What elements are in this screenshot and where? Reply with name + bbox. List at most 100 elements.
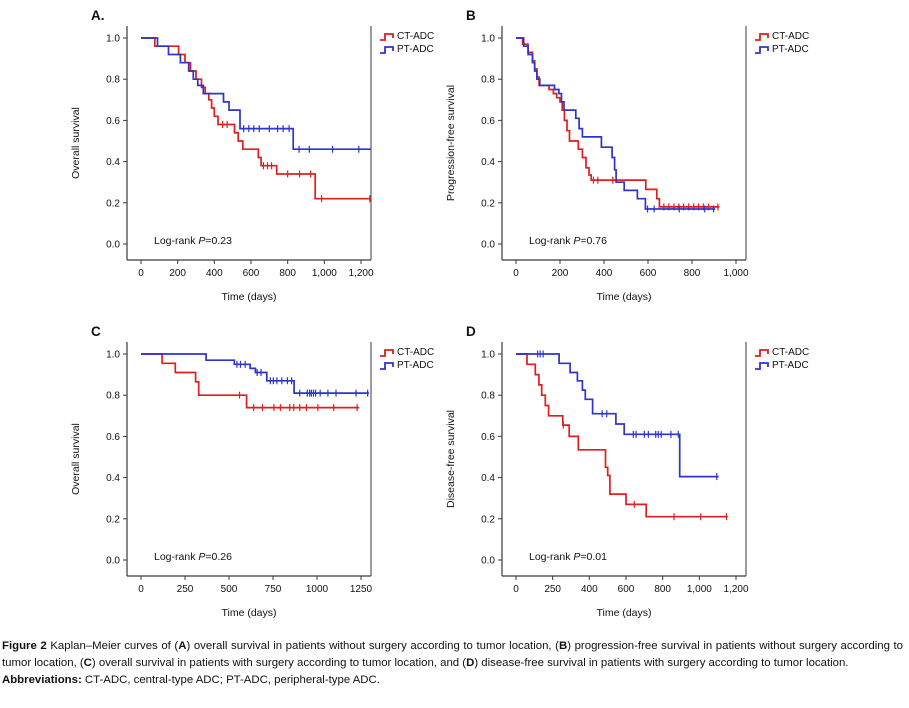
x-tick-label: 600	[618, 584, 635, 595]
ct-adc-legend-glyph	[755, 33, 769, 41]
y-tick-label: 1.0	[481, 350, 495, 361]
x-tick-label: 500	[221, 584, 238, 595]
y-tick-label: 0.8	[106, 391, 120, 402]
x-tick-label: 400	[581, 584, 598, 595]
logrank-annotation: Log-rank P=0.23	[154, 235, 232, 247]
y-tick-label: 0.6	[481, 116, 495, 127]
caption-segment: Kaplan–Meier curves of (	[50, 640, 179, 652]
x-tick-label: 1,000	[723, 268, 748, 279]
x-tick-label: 1250	[350, 584, 373, 595]
ct-adc-curve	[141, 353, 360, 409]
panel-A-chart: A. 0.0 0.2 0.4 0.6 0.8 1.0 0 200 400 600 800 1,000 1,…	[70, 8, 434, 303]
x-tick-label: 0	[138, 584, 144, 595]
x-tick-label: 0	[513, 268, 519, 279]
y-axis-label: Overall survival	[70, 423, 82, 495]
caption-segment: ) disease-free survival in patients with…	[474, 656, 849, 669]
y-tick-label: 0.8	[106, 75, 120, 86]
caption-bold-segment: D	[466, 656, 475, 669]
x-tick-label: 400	[596, 268, 613, 279]
figure-caption-block: Figure 2 Kaplan–Meier curves of (A) over…	[0, 634, 909, 689]
caption-bold-segment: C	[83, 656, 92, 669]
panel-letter: B	[466, 8, 476, 23]
x-tick-label: 600	[243, 268, 260, 279]
legend-label-pt-adc: PT-ADC	[397, 44, 434, 55]
y-tick-label: 0.0	[481, 240, 495, 251]
y-tick-label: 0.4	[106, 157, 120, 168]
y-tick-label: 1.0	[106, 34, 120, 45]
pt-adc-curve	[141, 353, 369, 394]
x-tick-label: 750	[265, 584, 282, 595]
panel-C-chart: C 0.0 0.2 0.4 0.6 0.8 1.0 0 250 500 750 1000 1250 Ove…	[70, 324, 434, 619]
x-tick-label: 1,200	[723, 584, 748, 595]
x-tick-label: 800	[684, 268, 701, 279]
legend-label-ct-adc: CT-ADC	[772, 31, 809, 42]
x-tick-label: 1,200	[348, 268, 373, 279]
x-tick-label: 0	[138, 268, 144, 279]
pt-adc-curve	[516, 353, 719, 478]
panel-B: B 0.0 0.2 0.4 0.6 0.8 1.0 0 200 400 600 800 1,000 Pro…	[438, 2, 888, 318]
pt-adc-curve	[516, 37, 716, 210]
caption-bold-segment: Abbreviations:	[2, 674, 85, 687]
km-figure: A. 0.0 0.2 0.4 0.6 0.8 1.0 0 200 400 600 800 1,000 1,…	[63, 2, 888, 634]
x-axis-label: Time (days)	[221, 607, 276, 619]
y-axis-label: Disease-free survival	[445, 410, 457, 508]
caption-bold-segment: A	[178, 640, 187, 652]
panel-letter: A.	[91, 8, 105, 23]
y-tick-label: 0.6	[106, 116, 120, 127]
y-axis-label: Progression-free survival	[445, 85, 457, 201]
y-tick-label: 0.6	[481, 432, 495, 443]
figure-caption: Figure 2 Kaplan–Meier curves of (A) over…	[2, 638, 903, 671]
caption-segment: ) overall survival in patients with surg…	[91, 656, 467, 669]
ct-adc-legend-glyph	[380, 33, 394, 41]
x-axis-label: Time (days)	[596, 607, 651, 619]
x-tick-label: 1,000	[687, 584, 712, 595]
ct-adc-curve	[516, 353, 728, 518]
y-tick-label: 0.0	[106, 240, 120, 251]
y-tick-label: 1.0	[106, 350, 120, 361]
x-tick-label: 250	[177, 584, 194, 595]
pt-adc-legend-glyph	[380, 46, 394, 54]
panel-A: A. 0.0 0.2 0.4 0.6 0.8 1.0 0 200 400 600 800 1,000 1,…	[63, 2, 438, 318]
y-tick-label: 0.2	[106, 514, 120, 525]
legend-label-pt-adc: PT-ADC	[772, 44, 809, 55]
y-tick-label: 0.6	[106, 432, 120, 443]
caption-segment: ) overall survival in patients without s…	[186, 640, 559, 652]
y-tick-label: 0.2	[481, 514, 495, 525]
x-tick-label: 200	[552, 268, 569, 279]
pt-adc-legend-glyph	[380, 362, 394, 370]
pt-adc-legend-glyph	[755, 362, 769, 370]
caption-bold-segment: Figure 2	[2, 640, 51, 652]
caption-segment: ) progression-free survival in patients …	[2, 640, 904, 669]
ct-adc-legend-glyph	[755, 349, 769, 357]
caption-bold-segment: B	[558, 640, 568, 652]
caption-segment: CT-ADC, central-type ADC; PT-ADC, periph…	[84, 674, 380, 687]
panel-C: C 0.0 0.2 0.4 0.6 0.8 1.0 0 250 500 750 1000 1250 Ove…	[63, 318, 438, 634]
y-tick-label: 1.0	[481, 34, 495, 45]
x-tick-label: 400	[206, 268, 223, 279]
ct-adc-legend-glyph	[380, 349, 394, 357]
x-tick-label: 1000	[306, 584, 329, 595]
panel-letter: C	[91, 324, 101, 339]
logrank-annotation: Log-rank P=0.26	[154, 551, 232, 563]
y-tick-label: 0.8	[481, 391, 495, 402]
y-tick-label: 0.0	[106, 556, 120, 567]
figure-abbreviations: Abbreviations: CT-ADC, central-type ADC;…	[2, 672, 903, 689]
x-tick-label: 0	[513, 584, 519, 595]
y-tick-label: 0.4	[106, 473, 120, 484]
ct-adc-curve	[141, 37, 372, 200]
x-tick-label: 800	[654, 584, 671, 595]
panel-D: D 0.0 0.2 0.4 0.6 0.8 1.0 0 250 400 600 800 1,000 1,2…	[438, 318, 888, 634]
x-axis-label: Time (days)	[596, 291, 651, 303]
legend-label-pt-adc: PT-ADC	[397, 360, 434, 371]
x-tick-label: 800	[279, 268, 296, 279]
y-tick-label: 0.0	[481, 556, 495, 567]
legend-label-ct-adc: CT-ADC	[397, 347, 434, 358]
y-tick-label: 0.2	[481, 198, 495, 209]
x-axis-label: Time (days)	[221, 291, 276, 303]
y-tick-label: 0.4	[481, 473, 495, 484]
logrank-annotation: Log-rank P=0.01	[529, 551, 607, 563]
pt-adc-legend-glyph	[755, 46, 769, 54]
panel-letter: D	[466, 324, 476, 339]
legend-label-pt-adc: PT-ADC	[772, 360, 809, 371]
logrank-annotation: Log-rank P=0.76	[529, 235, 607, 247]
